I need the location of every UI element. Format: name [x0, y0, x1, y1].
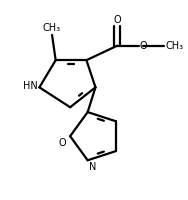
Text: O: O [140, 41, 147, 51]
Text: CH₃: CH₃ [43, 23, 61, 33]
Text: HN: HN [23, 81, 38, 91]
Text: N: N [89, 162, 97, 172]
Text: O: O [59, 138, 67, 148]
Text: O: O [113, 15, 121, 25]
Text: CH₃: CH₃ [165, 41, 183, 51]
